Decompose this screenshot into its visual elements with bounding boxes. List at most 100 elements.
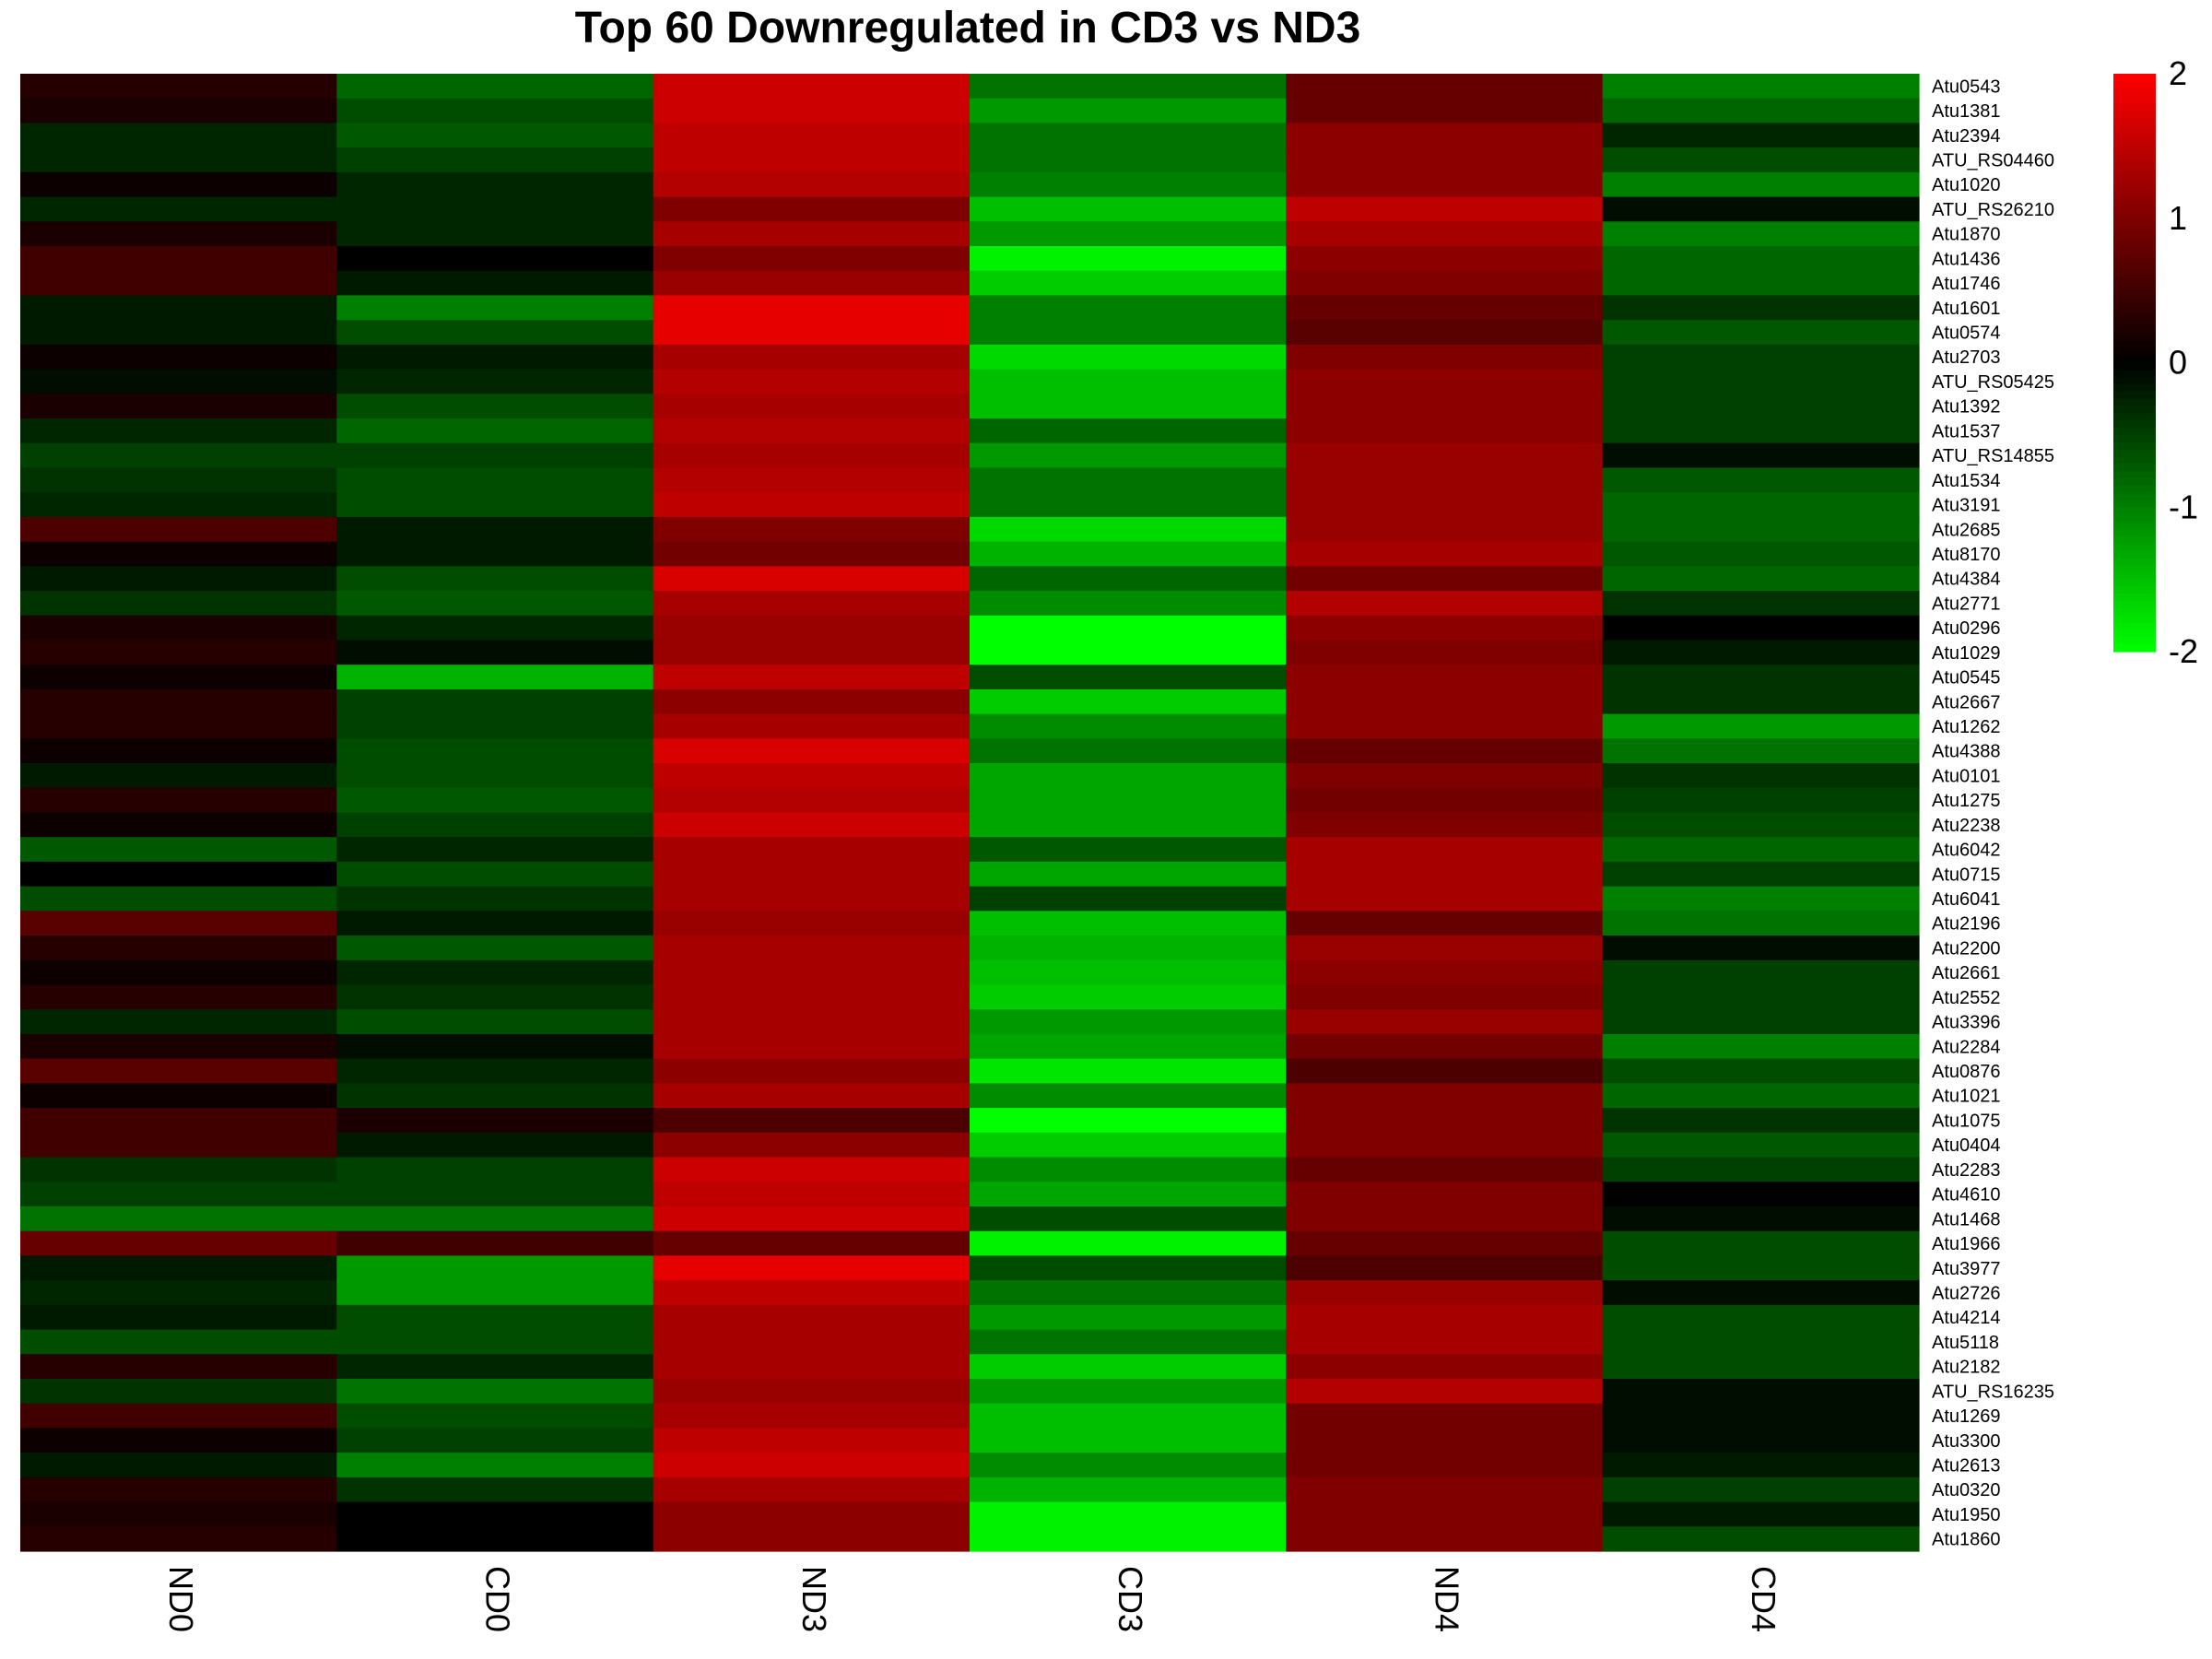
heatmap-cell xyxy=(1602,1526,1920,1552)
heatmap-cell xyxy=(653,270,971,297)
heatmap-cell xyxy=(970,812,1287,838)
heatmap-cell xyxy=(1286,688,1604,715)
heatmap-cell xyxy=(1602,1378,1920,1405)
heatmap-cell xyxy=(336,713,654,739)
heatmap-cell xyxy=(1602,541,1920,567)
heatmap-cell xyxy=(653,541,971,567)
heatmap-cell xyxy=(970,665,1287,690)
heatmap-cell xyxy=(970,344,1287,371)
heatmap-cell xyxy=(970,763,1287,789)
heatmap-cell xyxy=(20,1403,337,1430)
heatmap-cell xyxy=(336,418,654,444)
heatmap-cell xyxy=(336,1009,654,1035)
heatmap-cell xyxy=(1286,147,1604,173)
heatmap-cell xyxy=(1602,1280,1920,1306)
heatmap-cell xyxy=(1286,394,1604,419)
legend-color-step xyxy=(2113,160,2156,169)
legend-color-step xyxy=(2113,95,2156,103)
row-label: Atu1029 xyxy=(1932,643,2001,664)
heatmap-cell xyxy=(1602,369,1920,394)
heatmap-cell xyxy=(1602,935,1920,961)
heatmap-cell xyxy=(1286,196,1604,222)
heatmap-cell xyxy=(20,1255,337,1281)
heatmap-cell xyxy=(1602,984,1920,1010)
heatmap-cell xyxy=(1286,1182,1604,1207)
heatmap-cell xyxy=(1286,1132,1604,1159)
heatmap-cell xyxy=(1286,344,1604,371)
heatmap-cell xyxy=(970,221,1287,247)
heatmap-cell xyxy=(336,442,654,469)
legend-color-step xyxy=(2113,456,2156,465)
heatmap-cell xyxy=(1602,1182,1920,1207)
heatmap-cell xyxy=(20,763,337,789)
heatmap-cell xyxy=(336,270,654,297)
legend-color-step xyxy=(2113,637,2156,645)
row-label: Atu1860 xyxy=(1932,1530,2001,1550)
legend-tick-label: -1 xyxy=(2169,488,2198,525)
heatmap-cell xyxy=(336,295,654,321)
heatmap-cell xyxy=(653,713,971,739)
heatmap-cell xyxy=(1602,98,1920,124)
heatmap-cell xyxy=(1286,1157,1604,1182)
heatmap-cell xyxy=(970,640,1287,665)
row-label: Atu1436 xyxy=(1932,249,2001,269)
heatmap-cell xyxy=(20,147,337,173)
legend-color-step xyxy=(2113,622,2156,631)
legend-color-step xyxy=(2113,500,2156,508)
heatmap-cell xyxy=(1602,516,1920,543)
legend-color-step xyxy=(2113,644,2156,653)
heatmap-cell xyxy=(20,812,337,838)
heatmap-cell xyxy=(653,246,971,272)
heatmap-cell xyxy=(336,591,654,617)
heatmap-cell xyxy=(20,1329,337,1355)
heatmap-cell xyxy=(970,1230,1287,1256)
heatmap-cell xyxy=(653,394,971,419)
heatmap-cell xyxy=(1286,1354,1604,1380)
row-label: Atu0876 xyxy=(1932,1062,2001,1082)
heatmap-cell xyxy=(20,1378,337,1405)
legend-color-step xyxy=(2113,124,2156,133)
heatmap-cell xyxy=(653,1033,971,1060)
column-label: ND0 xyxy=(162,1566,200,1632)
heatmap-cell xyxy=(1286,959,1604,986)
heatmap-cell xyxy=(1602,1428,1920,1453)
legend-color-step xyxy=(2113,261,2156,270)
heatmap-cell xyxy=(653,763,971,789)
heatmap-cell xyxy=(20,171,337,198)
heatmap-cell xyxy=(1286,1501,1604,1527)
heatmap-cell xyxy=(336,1033,654,1060)
legend-color-step xyxy=(2113,225,2156,234)
heatmap-cell xyxy=(1602,295,1920,321)
row-label: Atu1020 xyxy=(1932,175,2001,195)
heatmap-cell xyxy=(653,74,971,100)
legend-color-step xyxy=(2113,514,2156,523)
heatmap-cell xyxy=(20,984,337,1010)
heatmap-cell xyxy=(1286,787,1604,814)
heatmap-cell xyxy=(970,911,1287,936)
heatmap-cell xyxy=(336,344,654,371)
heatmap-cell xyxy=(653,812,971,838)
heatmap-cell xyxy=(336,516,654,543)
heatmap-cell xyxy=(20,959,337,986)
heatmap-cell xyxy=(20,738,337,764)
heatmap-cell xyxy=(20,1354,337,1380)
heatmap-cell xyxy=(336,1501,654,1527)
heatmap-cell xyxy=(20,591,337,617)
legend-color-step xyxy=(2113,391,2156,400)
heatmap-cell xyxy=(970,1428,1287,1453)
legend-color-step xyxy=(2113,210,2156,219)
heatmap-cell xyxy=(1286,886,1604,912)
heatmap-cell xyxy=(1286,911,1604,936)
heatmap-cell xyxy=(336,1453,654,1478)
legend-color-step xyxy=(2113,146,2156,154)
heatmap-cell xyxy=(970,1280,1287,1306)
heatmap-cell xyxy=(1602,1403,1920,1430)
heatmap-cell xyxy=(20,1033,337,1060)
heatmap-cell xyxy=(1286,442,1604,469)
legend-tick-label: -2 xyxy=(2169,632,2198,670)
chart-title: Top 60 Downregulated in CD3 vs ND3 xyxy=(575,4,1361,53)
legend-tick-label: 1 xyxy=(2169,199,2187,237)
heatmap-cell xyxy=(336,1058,654,1084)
row-label: Atu0715 xyxy=(1932,865,2001,885)
heatmap-cell xyxy=(970,959,1287,986)
